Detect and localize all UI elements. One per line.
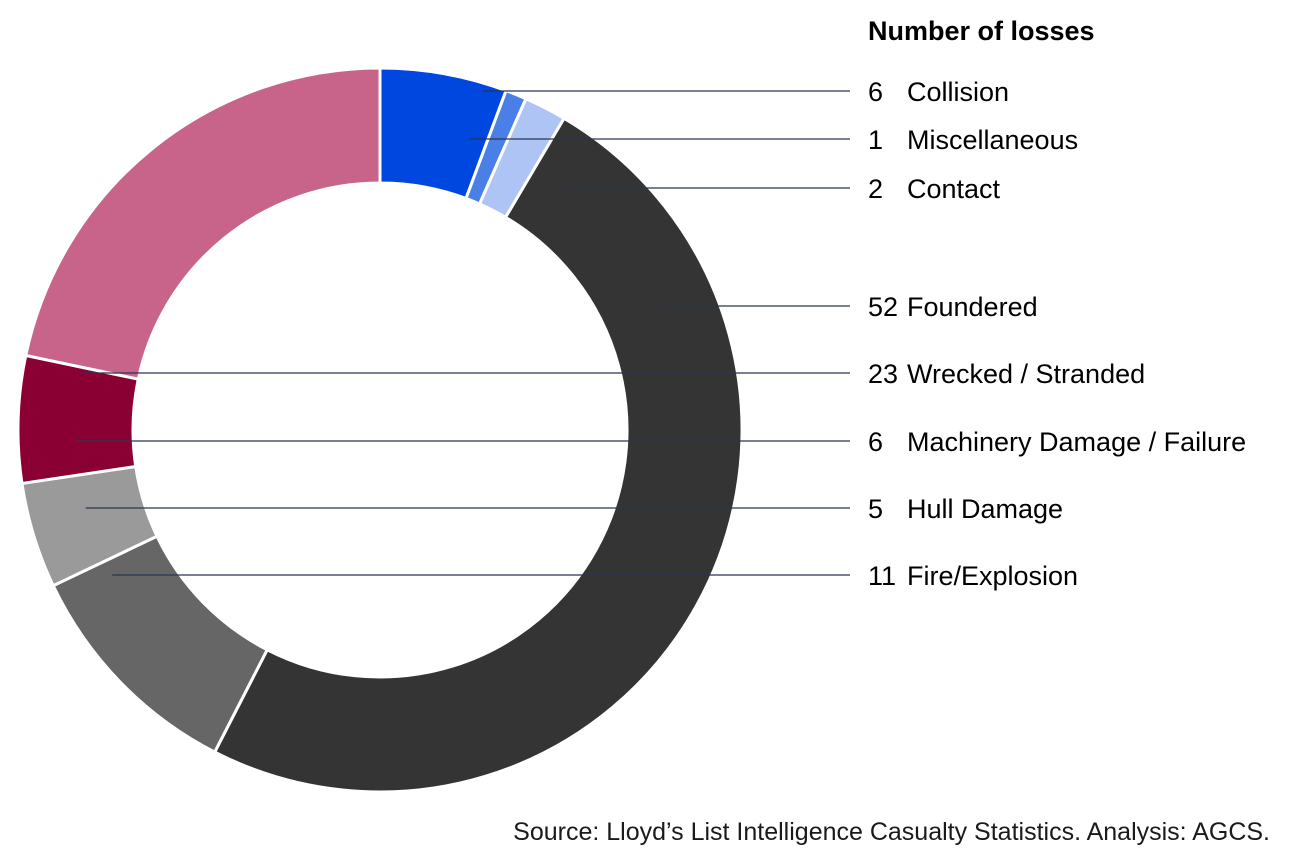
legend-count: 1 — [868, 125, 883, 155]
legend-count: 11 — [868, 561, 896, 591]
legend-count: 6 — [868, 77, 883, 107]
legend-label: Fire/Explosion — [907, 561, 1078, 591]
legend-label: Machinery Damage / Failure — [907, 427, 1246, 457]
legend-item-machinery-damage-failure: 6 Machinery Damage / Failure — [868, 427, 1246, 457]
legend-label: Contact — [907, 174, 1001, 204]
legend-item-collision: 6 Collision — [868, 77, 1009, 107]
legend-title: Number of losses — [868, 16, 1095, 46]
legend-label: Foundered — [907, 292, 1038, 322]
legend-count: 23 — [868, 359, 898, 389]
donut-slices — [16, 66, 744, 794]
legend-item-hull-damage: 5 Hull Damage — [868, 494, 1063, 524]
legend-label: Wrecked / Stranded — [907, 359, 1145, 389]
legend-item-foundered: 52 Foundered — [868, 292, 1038, 322]
source-note: Source: Lloyd’s List Intelligence Casual… — [513, 818, 1270, 846]
legend-item-contact: 2 Contact — [868, 174, 1001, 204]
slice-wrecked-stranded — [23, 66, 382, 381]
legend-item-miscellaneous: 1 Miscellaneous — [868, 125, 1078, 155]
leader-lines — [75, 90, 850, 576]
legend-item-fire-explosion: 11 Fire/Explosion — [868, 561, 1078, 591]
legend-label: Collision — [907, 77, 1009, 107]
legend-item-wrecked-stranded: 23 Wrecked / Stranded — [868, 359, 1145, 389]
legend-count: 5 — [868, 494, 883, 524]
slice-foundered — [212, 116, 744, 794]
legend-label: Hull Damage — [907, 494, 1063, 524]
legend-count: 2 — [868, 174, 883, 204]
legend-count: 6 — [868, 427, 883, 457]
legend: 6 Collision 1 Miscellaneous 2 Contact 52 Founde… — [868, 77, 1246, 591]
legend-label: Miscellaneous — [907, 125, 1078, 155]
legend-count: 52 — [868, 292, 898, 322]
